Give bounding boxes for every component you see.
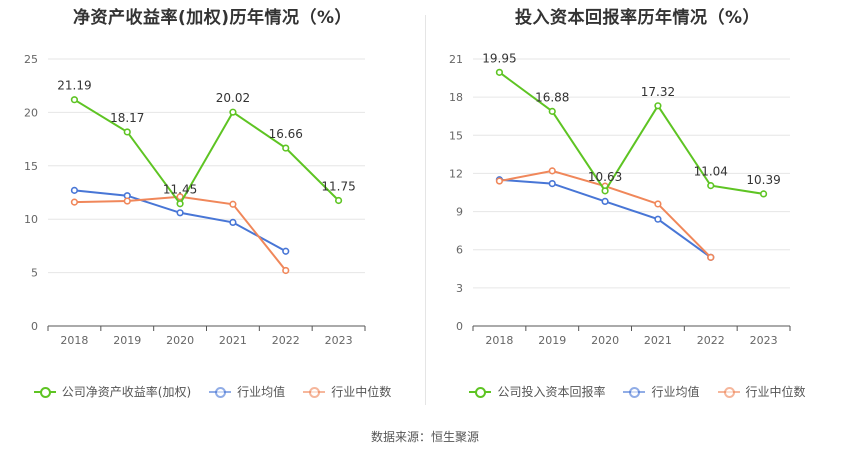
data-point[interactable] <box>548 167 556 175</box>
legend-marker-icon <box>469 386 492 398</box>
legend-item-industry-mean[interactable]: 行业均值 <box>209 383 285 400</box>
data-label: 10.39 <box>746 173 780 187</box>
legend-item-industry-median[interactable]: 行业中位数 <box>717 383 806 400</box>
roic-chart: 投入资本回报率历年情况（%） 0 3 6 9 12 15 18 21 2018 2019 2020 2… <box>425 0 850 410</box>
roe-chart: 净资产收益率(加权)历年情况（%） 0 5 10 15 20 25 2018 2019 2020… <box>0 0 425 410</box>
y-tick-label: 21 <box>449 53 463 66</box>
y-tick-label: 25 <box>24 53 38 66</box>
data-point[interactable] <box>654 215 662 223</box>
x-tick-label: 2019 <box>113 334 141 347</box>
data-label: 17.32 <box>641 85 675 99</box>
y-tick-label: 5 <box>31 267 38 280</box>
roe-plot: 0 5 10 15 20 25 2018 2019 2020 2021 2022 2023 21.19 1… <box>24 53 366 347</box>
x-tick-label: 2023 <box>750 334 778 347</box>
legend-label: 行业中位数 <box>331 385 392 399</box>
data-point[interactable] <box>176 209 184 217</box>
y-tick-label: 0 <box>31 320 38 333</box>
data-label: 16.66 <box>269 127 303 141</box>
y-tick-label: 0 <box>456 320 463 333</box>
data-label: 10.63 <box>588 170 622 184</box>
data-point[interactable] <box>282 247 290 255</box>
y-tick-label: 20 <box>24 106 38 119</box>
legend-item-industry-mean[interactable]: 行业均值 <box>623 383 700 400</box>
data-point[interactable] <box>495 68 504 76</box>
data-label: 21.19 <box>57 79 91 93</box>
data-point[interactable] <box>229 200 237 208</box>
legend-label: 公司投入资本回报率 <box>497 385 606 399</box>
y-tick-label: 15 <box>449 129 463 142</box>
x-tick-label: 2022 <box>272 334 300 347</box>
x-tick-label: 2023 <box>325 334 353 347</box>
data-point[interactable] <box>334 196 343 205</box>
data-point[interactable] <box>654 200 662 208</box>
legend: 公司净资产收益率(加权) 行业均值 行业中位数 <box>0 383 425 400</box>
x-tick-label: 2021 <box>644 334 672 347</box>
x-tick-label: 2018 <box>60 334 88 347</box>
x-tick-label: 2021 <box>219 334 247 347</box>
legend-label: 行业均值 <box>237 385 286 399</box>
legend-marker-icon <box>209 386 232 398</box>
panel-divider <box>425 15 426 405</box>
data-point[interactable] <box>548 107 556 115</box>
x-tick-label: 2018 <box>485 334 513 347</box>
data-point[interactable] <box>282 266 290 275</box>
data-point[interactable] <box>707 182 715 190</box>
series-line <box>73 98 340 206</box>
legend-label: 行业均值 <box>651 385 700 399</box>
x-tick-label: 2022 <box>697 334 725 347</box>
data-point[interactable] <box>70 186 79 194</box>
data-point[interactable] <box>176 200 184 208</box>
legend-marker-icon <box>303 386 326 398</box>
y-tick-label: 18 <box>449 91 463 104</box>
legend-label: 公司净资产收益率(加权) <box>61 385 192 399</box>
data-label: 19.95 <box>482 51 516 65</box>
legend: 公司投入资本回报率 行业均值 行业中位数 <box>425 383 850 400</box>
data-label: 16.88 <box>535 90 569 104</box>
legend-marker-icon <box>623 386 646 398</box>
x-tick-label: 2019 <box>538 334 566 347</box>
data-point[interactable] <box>654 102 662 110</box>
legend-item-company[interactable]: 公司净资产收益率(加权) <box>33 383 192 400</box>
legend-label: 行业中位数 <box>745 385 806 399</box>
x-tick-label: 2020 <box>591 334 619 347</box>
legend-marker-icon <box>717 386 740 398</box>
y-tick-label: 12 <box>449 167 463 180</box>
data-point[interactable] <box>70 96 79 104</box>
legend-marker-icon <box>33 386 56 398</box>
y-tick-label: 9 <box>456 206 463 219</box>
data-label: 18.17 <box>110 111 144 125</box>
data-label: 11.75 <box>321 180 355 194</box>
data-point[interactable] <box>70 198 79 206</box>
chart-title: 净资产收益率(加权)历年情况（%） <box>72 8 353 28</box>
y-tick-label: 10 <box>24 213 38 226</box>
data-source: 数据来源：恒生聚源 <box>370 430 479 444</box>
data-point[interactable] <box>123 128 131 136</box>
data-point[interactable] <box>601 187 609 195</box>
data-point[interactable] <box>176 193 184 201</box>
legend-item-company[interactable]: 公司投入资本回报率 <box>469 383 605 400</box>
data-label: 11.04 <box>694 165 728 179</box>
roic-plot: 0 3 6 9 12 15 18 21 2018 2019 2020 2021 2022 2023 19.9… <box>449 51 791 347</box>
y-tick-label: 15 <box>24 160 38 173</box>
data-point[interactable] <box>495 177 504 185</box>
data-point[interactable] <box>229 218 237 227</box>
data-point[interactable] <box>601 197 609 205</box>
data-point[interactable] <box>548 180 556 188</box>
series-line <box>498 71 764 195</box>
chart-title: 投入资本回报率历年情况（%） <box>514 8 761 28</box>
data-label: 20.02 <box>216 91 250 105</box>
legend-item-industry-median[interactable]: 行业中位数 <box>303 383 391 400</box>
data-point[interactable] <box>759 190 768 198</box>
x-tick-label: 2020 <box>166 334 194 347</box>
data-label: 11.45 <box>163 183 197 197</box>
data-point[interactable] <box>229 108 237 116</box>
data-point[interactable] <box>707 253 715 261</box>
y-tick-label: 3 <box>456 282 463 295</box>
data-point[interactable] <box>123 197 131 205</box>
data-point[interactable] <box>282 144 290 152</box>
y-tick-label: 6 <box>456 244 463 257</box>
